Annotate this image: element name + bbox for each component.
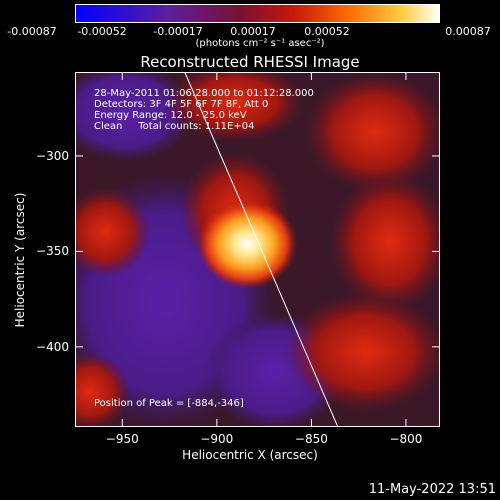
x-axis-label: Heliocentric X (arcsec): [182, 448, 318, 462]
x-tick-label: −850: [294, 432, 328, 446]
y-tick-label: −300: [36, 148, 69, 163]
flare-source: [197, 198, 298, 289]
plot-border: [75, 72, 440, 427]
datestamp: 11-May-2022 13:51: [368, 482, 496, 497]
axis-ticks: [75, 72, 440, 427]
colorbar-tick-label: -0.00017: [153, 25, 203, 38]
colorbar-tick-label: -0.00052: [77, 25, 127, 38]
y-tick-label: −400: [36, 339, 69, 354]
peak-position-label: Position of Peak = [-884,-346]: [94, 398, 244, 409]
colorbar-tick-label: -0.00087: [7, 25, 57, 38]
heatmap-plot: [75, 72, 440, 427]
colorbar-tick-label: 0.00052: [304, 25, 350, 38]
clean-counts-label: Clean Total counts: 1.11E+04: [94, 121, 255, 132]
colorbar-tick-label: 0.00087: [445, 25, 491, 38]
colorbar-units: (photons cm⁻² s⁻¹ asec⁻²): [195, 38, 325, 49]
x-tick-label: −900: [200, 432, 234, 446]
heatmap-texture: [75, 72, 440, 427]
energy-range-label: Energy Range: 12.0 - 25.0 keV: [94, 110, 247, 121]
x-tick-label: −950: [105, 432, 139, 446]
time-range-label: 28-May-2011 01:06:28.000 to 01:12:28.000: [94, 88, 314, 99]
x-tick-label: −800: [389, 432, 423, 446]
y-tick-label: −350: [36, 244, 69, 259]
detectors-label: Detectors: 3F 4F 5F 6F 7F 8F, Att 0: [94, 99, 269, 110]
solar-limb-line: [184, 72, 339, 427]
chart-title: Reconstructed RHESSI Image: [140, 53, 360, 71]
colorbar-tick-label: 0.00017: [230, 25, 276, 38]
y-axis-label: Heliocentric Y (arcsec): [13, 192, 27, 328]
colorbar: [75, 4, 440, 23]
